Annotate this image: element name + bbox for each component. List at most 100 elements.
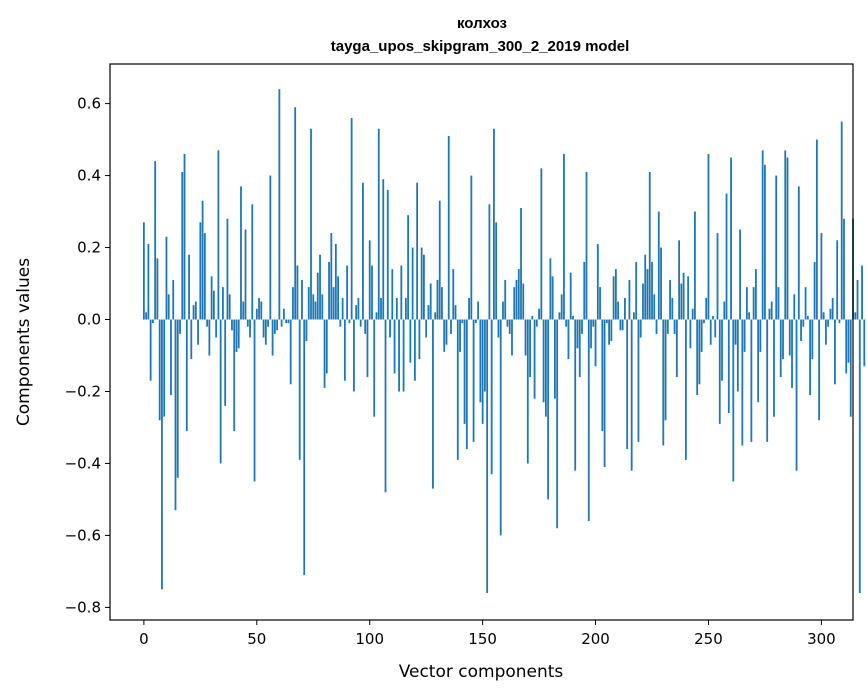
bar-296 [811, 319, 814, 360]
bar-220 [639, 319, 642, 338]
bar-12 [170, 319, 172, 396]
bar-161 [506, 319, 509, 327]
bar-224 [648, 171, 651, 320]
bar-186 [563, 153, 565, 320]
bar-199 [592, 319, 595, 327]
bar-3 [149, 319, 152, 381]
bar-188 [567, 319, 570, 360]
bar-166 [517, 269, 520, 320]
bar-90 [346, 265, 349, 320]
bar-316 [856, 279, 859, 320]
bar-36 [224, 319, 227, 406]
bar-222 [644, 254, 647, 320]
bar-30 [210, 276, 213, 320]
bar-45 [244, 229, 247, 320]
bar-116 [404, 297, 407, 320]
bar-293 [804, 287, 807, 320]
bar-155 [493, 128, 495, 320]
bar-179 [547, 319, 550, 500]
bar-267 [745, 287, 748, 320]
bar-8 [161, 319, 163, 590]
bar-315 [854, 312, 857, 320]
bar-14 [174, 319, 177, 511]
bar-277 [768, 308, 771, 320]
bar-215 [628, 279, 631, 320]
bar-25 [199, 222, 202, 320]
bar-193 [578, 319, 581, 378]
bar-163 [511, 319, 513, 356]
bar-99 [366, 319, 369, 378]
bar-273 [759, 319, 762, 352]
bar-52 [260, 301, 263, 320]
bar-65 [289, 319, 292, 385]
bar-248 [703, 319, 705, 324]
y-tick-label: 0.0 [77, 311, 101, 329]
bar-136 [450, 319, 452, 334]
bar-195 [583, 261, 586, 320]
bar-231 [664, 319, 667, 421]
bar-50 [255, 308, 258, 320]
bar-44 [242, 301, 245, 320]
bar-184 [558, 312, 561, 320]
bar-246 [698, 319, 701, 385]
bar-128 [432, 319, 434, 489]
bar-190 [572, 315, 574, 320]
bar-85 [334, 243, 337, 320]
y-tick-label: 0.2 [77, 239, 101, 257]
bar-212 [621, 319, 624, 331]
bar-152 [486, 319, 489, 594]
bar-165 [515, 279, 518, 320]
bar-203 [601, 319, 604, 432]
bar-33 [217, 150, 220, 320]
bar-20 [188, 254, 190, 320]
bar-119 [411, 247, 414, 320]
bar-269 [750, 319, 753, 442]
bar-171 [529, 319, 531, 378]
bar-61 [280, 319, 283, 327]
bar-174 [535, 319, 538, 327]
bar-91 [348, 319, 351, 324]
y-axis-label: Components values [14, 258, 34, 426]
bar-123 [420, 247, 423, 320]
bar-159 [502, 301, 504, 320]
bar-112 [395, 297, 398, 320]
bar-111 [393, 319, 396, 374]
x-tick-label: 100 [355, 630, 384, 648]
bar-147 [474, 319, 477, 324]
bar-240 [684, 319, 687, 460]
bar-138 [454, 305, 457, 320]
bar-239 [682, 272, 685, 320]
bar-63 [285, 319, 288, 324]
bar-151 [483, 319, 486, 392]
chart-title: колхоз [457, 15, 507, 32]
bar-230 [662, 319, 665, 446]
bar-146 [472, 319, 475, 442]
bar-102 [373, 319, 376, 417]
bar-278 [770, 301, 773, 320]
bar-103 [375, 312, 378, 320]
bar-247 [700, 319, 703, 352]
bar-216 [630, 319, 633, 471]
bar-307 [836, 240, 839, 320]
bar-113 [398, 319, 400, 392]
y-tick-label: 0.4 [77, 167, 101, 185]
bar-100 [368, 240, 371, 320]
bar-275 [764, 164, 766, 320]
bar-80 [323, 319, 326, 388]
bar-77 [316, 272, 319, 320]
bar-0 [142, 222, 145, 320]
bar-254 [716, 233, 719, 320]
bar-194 [581, 319, 583, 334]
bar-189 [569, 272, 572, 320]
bar-83 [330, 233, 333, 320]
bar-5 [154, 161, 157, 320]
bar-223 [646, 269, 649, 320]
bar-183 [556, 319, 559, 529]
bar-207 [610, 319, 613, 342]
bar-37 [226, 218, 229, 320]
bar-201 [596, 243, 599, 320]
bar-153 [488, 204, 491, 320]
bar-261 [732, 319, 735, 482]
bar-177 [542, 319, 545, 403]
bar-126 [427, 305, 430, 320]
